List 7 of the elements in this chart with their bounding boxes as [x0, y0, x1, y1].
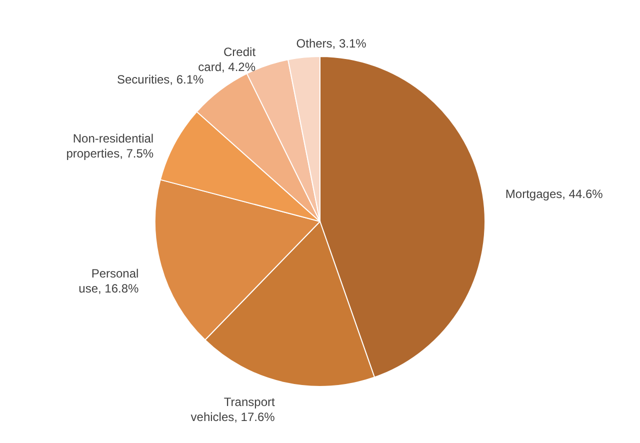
slice-label: Personal use, 16.8% — [78, 266, 140, 296]
slice-label: Credit card, 4.2% — [198, 45, 256, 74]
slice-label: Transport vehicles, 17.6% — [190, 395, 276, 424]
slice-label: Non-residential properties, 7.5% — [66, 132, 154, 160]
slice-label: Others, 3.1% — [296, 36, 367, 50]
slice-label: Mortgages, 44.6% — [505, 187, 604, 202]
slice-label: Securities, 6.1% — [117, 72, 204, 87]
